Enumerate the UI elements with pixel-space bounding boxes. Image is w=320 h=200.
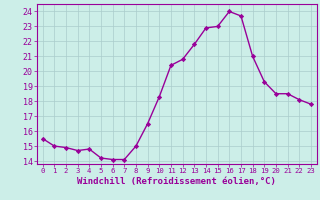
X-axis label: Windchill (Refroidissement éolien,°C): Windchill (Refroidissement éolien,°C) bbox=[77, 177, 276, 186]
